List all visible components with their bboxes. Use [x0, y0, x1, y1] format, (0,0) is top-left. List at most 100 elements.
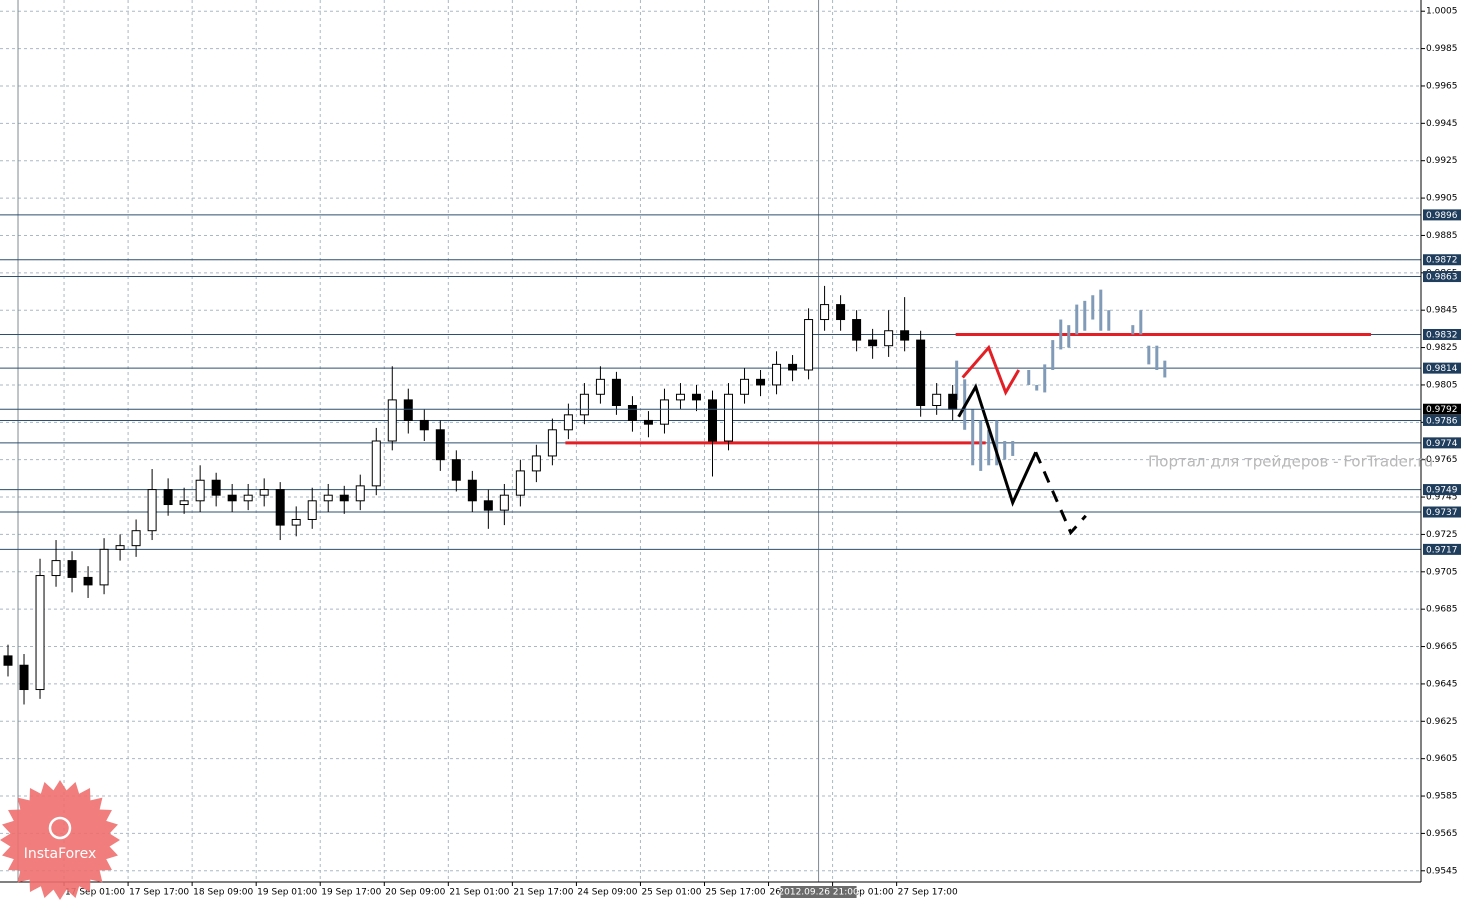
- projection-bar: [987, 429, 991, 466]
- x-tick-label: 24 Sep 09:00: [577, 888, 637, 898]
- candle-body: [227, 494, 237, 502]
- x-tick-label: 27 Sep 17:00: [898, 888, 958, 898]
- candle-body: [691, 393, 701, 401]
- y-tick-label: 0.9685: [1426, 605, 1458, 615]
- projection-bar: [971, 409, 975, 466]
- candle-body: [948, 393, 958, 410]
- candle-body: [259, 489, 269, 496]
- crosshair-label: 2012.09.26 21:00: [778, 888, 859, 898]
- candle-body: [772, 363, 782, 386]
- y-tick-label: 0.9745: [1426, 493, 1458, 503]
- candle-body: [419, 419, 429, 431]
- candle-body: [355, 485, 365, 502]
- projection-bar: [1163, 360, 1167, 378]
- candle-body: [115, 545, 125, 550]
- candle-body: [740, 378, 750, 395]
- projection-bar: [1043, 364, 1047, 393]
- candle-body: [163, 489, 173, 506]
- y-tick-label: 0.9625: [1426, 717, 1458, 727]
- x-tick-label: 21 Sep 01:00: [449, 888, 509, 898]
- level-label: 0.9872: [1426, 256, 1458, 266]
- y-tick-label: 0.9905: [1426, 194, 1458, 204]
- level-label-box: [1423, 254, 1461, 266]
- candle-body: [611, 378, 621, 406]
- y-tick-label: 0.9665: [1426, 642, 1458, 652]
- candle-body: [724, 393, 734, 442]
- projection-bar: [1147, 345, 1151, 365]
- candle-body: [788, 363, 798, 371]
- candle-body: [451, 459, 461, 481]
- level-label: 0.9814: [1426, 364, 1458, 374]
- projection-bar: [1027, 369, 1031, 385]
- candle-body: [403, 399, 413, 421]
- y-tick-label: 0.9845: [1426, 306, 1458, 316]
- candle-body: [836, 304, 846, 321]
- y-tick-label: 0.9805: [1426, 380, 1458, 390]
- candle-body: [579, 393, 589, 416]
- candle-body: [563, 414, 573, 431]
- candle-body: [627, 404, 637, 421]
- y-tick-label: 0.9765: [1426, 455, 1458, 465]
- x-tick-label: 25 Sep 17:00: [705, 888, 765, 898]
- level-label: 0.9792: [1426, 405, 1458, 415]
- level-label: 0.9896: [1426, 211, 1458, 221]
- x-tick-label: 17 Sep 17:00: [129, 888, 189, 898]
- candle-body: [67, 560, 77, 578]
- forecast-path: [957, 383, 1038, 507]
- candle-body: [323, 494, 333, 502]
- candle-body: [307, 500, 317, 520]
- x-tick-label: 18 Sep 09:00: [193, 888, 253, 898]
- projection-bar: [1035, 384, 1039, 391]
- level-label: 0.9786: [1426, 416, 1458, 426]
- level-label: 0.9832: [1426, 330, 1458, 340]
- level-label-box: [1423, 484, 1461, 496]
- candle-body: [643, 419, 653, 425]
- candle-body: [51, 560, 61, 577]
- projection-bar: [1083, 300, 1087, 331]
- candle-body: [83, 576, 93, 586]
- candle-body: [852, 319, 862, 341]
- projection-bar: [955, 360, 959, 400]
- candle-body: [99, 548, 109, 586]
- projection-bar: [995, 420, 999, 466]
- candle-body: [916, 339, 926, 406]
- x-tick-label: 21 Sep 17:00: [513, 888, 573, 898]
- x-tick-label: 27 Sep 01:00: [834, 888, 894, 898]
- y-tick-label: 1.0005: [1426, 7, 1458, 17]
- badge-icon: [48, 816, 72, 840]
- level-label-box: [1423, 543, 1461, 555]
- crosshair-label-box: [780, 886, 857, 898]
- y-tick-label: 0.9825: [1426, 343, 1458, 353]
- candle-body: [243, 494, 253, 502]
- candle-body: [547, 429, 557, 457]
- projection-bar: [1003, 441, 1007, 460]
- candle-body: [756, 378, 766, 386]
- projection-bar: [1107, 310, 1111, 331]
- level-label: 0.9749: [1426, 486, 1458, 496]
- forecast-path: [961, 344, 1021, 396]
- y-tick-label: 0.9645: [1426, 679, 1458, 689]
- candle-body: [195, 479, 205, 502]
- y-tick-label: 0.9985: [1426, 44, 1458, 54]
- projection-bar: [1139, 310, 1143, 335]
- candle-body: [19, 664, 29, 691]
- candle-body: [371, 440, 381, 487]
- candle-body: [900, 330, 910, 341]
- candle-body: [932, 393, 942, 406]
- level-label-box: [1423, 403, 1461, 415]
- forecast-path: [1034, 451, 1087, 536]
- candle-body: [435, 429, 445, 461]
- level-label: 0.9774: [1426, 439, 1458, 449]
- projection-bar: [1131, 325, 1135, 335]
- candle-body: [499, 494, 509, 511]
- y-tick-label: 0.9945: [1426, 119, 1458, 129]
- x-tick-label: 19 Sep 01:00: [257, 888, 317, 898]
- candle-body: [804, 319, 814, 371]
- x-tick-label: 25 Sep 01:00: [641, 888, 701, 898]
- candle-body: [179, 500, 189, 506]
- candle-body: [147, 489, 157, 532]
- level-label: 0.9863: [1426, 273, 1458, 283]
- candle-body: [515, 470, 525, 496]
